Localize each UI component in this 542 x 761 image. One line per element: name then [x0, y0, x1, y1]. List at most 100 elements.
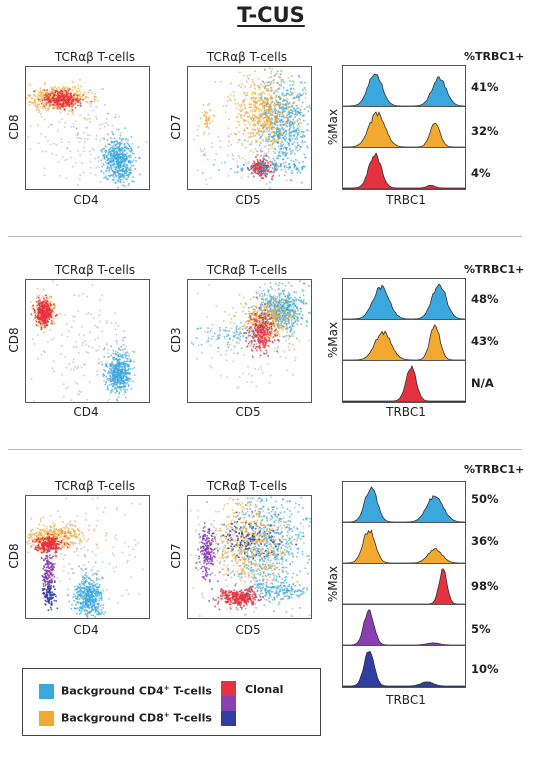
histogram-clonal-blue-fill: [343, 650, 465, 687]
histogram-cd4: [342, 65, 466, 107]
cd4-cell-cluster: [98, 336, 136, 402]
panel-1-left-title: TCRαβ T-cells: [54, 50, 136, 64]
histogram-cd8: [342, 106, 466, 148]
panel-3-mid-ylabel: CD7: [169, 543, 183, 569]
histogram-clonal-purple-fill: [343, 609, 465, 646]
histogram-clonal-fill: [343, 365, 465, 402]
cd8-cell-cluster: [26, 516, 107, 564]
histogram-clonal: [342, 147, 466, 190]
cd4-tail-cell-cluster: [191, 321, 288, 355]
page-title: T-CUS: [0, 3, 542, 27]
panel-2-mid-title: TCRαβ T-cells: [206, 263, 288, 277]
panel-1-mid-xlabel: CD5: [235, 193, 261, 207]
panel-3-cd4-cd8-scatter: [26, 496, 144, 618]
panel-2-pct-cd4: 48%: [471, 292, 499, 306]
legend-swatch-clonal-blue: [221, 711, 236, 726]
panel-2-pct-header: %TRBC1+: [464, 263, 525, 276]
cd4-cell-cluster: [67, 561, 107, 618]
clonal-red-cell-cluster: [208, 584, 265, 611]
legend-swatch-clonal-red: [221, 681, 236, 696]
histogram-cd4: [342, 481, 466, 523]
histogram-cd8-curve: [343, 529, 465, 564]
histogram-clonal-curve: [343, 152, 465, 189]
panel-3-pct-clonal-red: 98%: [471, 579, 499, 593]
panel-2-pct-cd8: 43%: [471, 334, 499, 348]
panel-3-pct-cd8: 36%: [471, 534, 499, 548]
histogram-cd4-curve: [343, 486, 465, 523]
panel-2-cd5-cd3-scatter: [191, 280, 311, 389]
panel-3-pct-cd4: 50%: [471, 492, 499, 506]
histogram-cd8: [342, 522, 466, 564]
histogram-cd8-fill: [343, 111, 465, 148]
panel-2-left-title: TCRαβ T-cells: [54, 263, 136, 277]
panel-3-pct-header: %TRBC1+: [464, 463, 525, 476]
panel-3-left-ylabel: CD8: [7, 543, 21, 569]
clonal-red-cell-cluster: [243, 296, 280, 358]
panel-1-hist-ylabel: %Max: [326, 108, 340, 146]
cd4-low-cell-cluster: [201, 156, 306, 176]
histogram-clonal-purple: [342, 604, 466, 646]
panel-1-mid-title: TCRαβ T-cells: [206, 50, 288, 64]
histogram-clonal-red: [342, 563, 466, 605]
panel-3-pct-clonal-purple: 5%: [471, 622, 491, 636]
panel-3-left-xlabel: CD4: [73, 623, 99, 637]
legend-label-cd8: Background CD8+ T-cells: [61, 711, 212, 725]
panel-1-cd4-cd8-plot: [25, 66, 150, 190]
histogram-clonal: [342, 360, 466, 403]
panel-1-mid-ylabel: CD7: [169, 114, 183, 140]
cd4-cell-cluster: [202, 496, 311, 617]
panel-2-mid-ylabel: CD3: [169, 327, 183, 353]
panel-3-mid-xlabel: CD5: [235, 623, 261, 637]
panel-2-left-ylabel: CD8: [7, 327, 21, 353]
panel-1-hist-xlabel: TRBC1: [386, 193, 426, 207]
histogram-clonal-curve: [343, 365, 465, 402]
panel-1-cd4-cd8-scatter: [26, 79, 148, 189]
histogram-cd4-curve: [343, 73, 465, 107]
histogram-cd4-fill: [343, 283, 465, 320]
panel-1-pct-cd8: 32%: [471, 124, 499, 138]
panel-1-pct-header: %TRBC1+: [464, 50, 525, 63]
histogram-clonal-fill: [343, 152, 465, 189]
cd8-low-cell-cluster: [197, 103, 215, 136]
panel-1-left-xlabel: CD4: [73, 193, 99, 207]
panel-2-cd5-cd3-plot: [187, 279, 312, 403]
legend-swatch-cd4: [39, 684, 54, 699]
panel-3-mid-title: TCRαβ T-cells: [206, 479, 288, 493]
grey-cell-cluster: [30, 280, 134, 402]
clonal-purple-cell-cluster: [195, 522, 221, 583]
panel-2-hist-xlabel: TRBC1: [386, 405, 426, 419]
panel-2-hist-ylabel: %Max: [326, 321, 340, 359]
panel-1-pct-clonal: 4%: [471, 166, 491, 180]
cd4-low-cell-cluster: [245, 578, 308, 606]
histogram-cd4: [342, 278, 466, 320]
panel-3-cd5-cd7-scatter: [189, 496, 311, 617]
histogram-cd8: [342, 319, 466, 361]
cd4-cell-cluster: [100, 112, 141, 189]
histogram-cd8-curve: [343, 111, 465, 148]
legend-swatch-cd8: [39, 711, 54, 726]
legend: Background CD4+ T-cells Background CD8+ …: [22, 668, 321, 736]
divider-1: [8, 236, 522, 237]
panel-1-pct-cd4: 41%: [471, 80, 499, 94]
legend-label-cd4: Background CD4+ T-cells: [61, 684, 212, 698]
clonal-blue-cell-cluster: [42, 572, 59, 612]
histogram-clonal-blue: [342, 645, 466, 688]
panel-2-cd4-cd8-plot: [25, 279, 150, 403]
divider-2: [8, 449, 522, 450]
panel-2-pct-clonal: N/A: [471, 376, 494, 390]
panel-2-left-xlabel: CD4: [73, 405, 99, 419]
panel-3-left-title: TCRαβ T-cells: [54, 479, 136, 493]
histogram-clonal-red-curve: [343, 568, 465, 605]
histogram-cd4-fill: [343, 73, 465, 107]
title-text: T-CUS: [237, 3, 305, 27]
panel-3-hist-xlabel: TRBC1: [386, 693, 426, 707]
histogram-cd8-fill: [343, 529, 465, 564]
histogram-cd4-curve: [343, 283, 465, 320]
legend-swatch-clonal-purple: [221, 696, 236, 711]
panel-2-mid-xlabel: CD5: [235, 405, 261, 419]
histogram-clonal-purple-curve: [343, 609, 465, 646]
panel-3-cd5-cd7-plot: [187, 495, 312, 619]
histogram-clonal-red-fill: [343, 568, 465, 605]
panel-1-cd5-cd7-scatter: [193, 67, 311, 189]
panel-3-hist-ylabel: %Max: [326, 565, 340, 603]
